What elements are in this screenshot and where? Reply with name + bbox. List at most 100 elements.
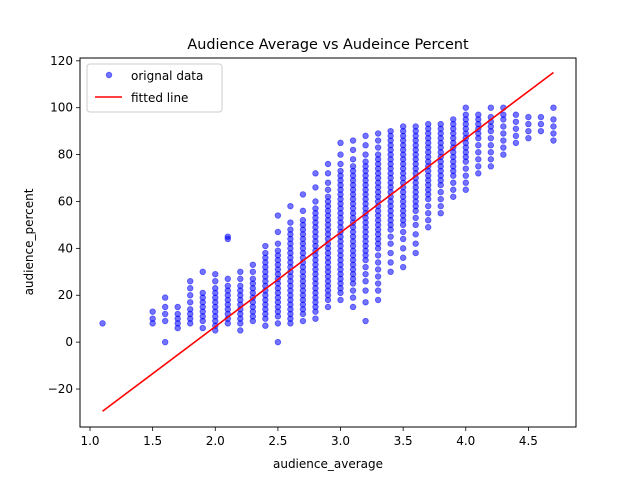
data-point <box>512 139 520 147</box>
data-point <box>550 123 557 130</box>
x-tick-label: 1.0 <box>80 434 99 448</box>
data-point <box>412 231 419 238</box>
plot-frame <box>79 57 577 428</box>
data-point <box>525 113 532 121</box>
data-point <box>462 186 469 193</box>
data-point <box>324 303 332 311</box>
data-point <box>537 113 545 121</box>
y-tick-label: 60 <box>58 194 73 208</box>
data-point <box>462 179 469 186</box>
y-tick-label: 40 <box>58 241 73 255</box>
data-point <box>387 249 394 257</box>
data-point <box>450 179 457 186</box>
data-point <box>174 310 181 318</box>
data-point <box>161 338 169 346</box>
data-point <box>550 116 557 123</box>
data-point <box>425 120 432 128</box>
data-point <box>199 324 206 332</box>
data-point <box>161 317 169 325</box>
data-point <box>312 184 319 191</box>
data-point <box>399 263 407 271</box>
data-point <box>312 198 319 205</box>
data-point <box>550 130 557 137</box>
data-point <box>299 191 307 198</box>
scatter-points <box>99 104 557 346</box>
legend-label-original-data: orignal data <box>131 69 203 83</box>
data-point <box>324 179 332 186</box>
data-point <box>387 268 394 276</box>
chart-title: Audience Average vs Audeince Percent <box>187 37 469 53</box>
data-point <box>475 170 482 177</box>
data-point <box>475 156 482 163</box>
data-point <box>550 104 557 111</box>
data-point <box>274 247 282 254</box>
data-point <box>512 125 520 132</box>
x-tick-label: 2.5 <box>268 434 287 448</box>
data-point <box>475 149 482 156</box>
data-point <box>500 111 507 118</box>
data-point <box>475 163 482 170</box>
data-point <box>299 207 307 215</box>
data-point <box>362 299 369 306</box>
data-point <box>362 151 369 158</box>
data-point <box>437 209 444 217</box>
data-point <box>299 217 307 224</box>
data-point <box>450 116 457 123</box>
data-point <box>324 170 332 177</box>
data-point <box>274 240 282 247</box>
data-point <box>312 170 319 177</box>
data-point <box>187 292 194 299</box>
data-point <box>537 127 545 135</box>
data-point <box>349 163 357 170</box>
data-point <box>362 317 369 325</box>
data-point <box>224 233 231 240</box>
data-point <box>374 266 382 273</box>
data-point <box>212 277 219 285</box>
data-point <box>362 263 369 271</box>
y-tick-label: 20 <box>58 288 73 302</box>
data-point <box>337 151 344 158</box>
data-point <box>387 240 394 247</box>
data-point <box>537 120 545 128</box>
data-point <box>324 186 332 193</box>
data-point <box>187 306 194 313</box>
x-axis-ticks: 1.0 1.5 2.0 2.5 3.0 3.5 4.0 4.5 <box>80 427 538 448</box>
data-point <box>437 195 444 203</box>
data-point <box>99 320 106 327</box>
x-tick-label: 3.5 <box>394 434 413 448</box>
data-point <box>399 254 407 261</box>
data-point <box>525 134 532 142</box>
data-point <box>237 275 244 283</box>
data-point <box>425 209 432 217</box>
data-point <box>287 202 294 210</box>
data-point <box>274 320 282 327</box>
data-point <box>475 111 482 118</box>
data-point <box>362 158 369 165</box>
y-tick-label: 80 <box>58 148 73 162</box>
data-point <box>500 130 507 137</box>
data-point <box>525 127 532 135</box>
data-point <box>212 270 219 278</box>
data-point <box>387 259 394 266</box>
data-point <box>187 277 194 285</box>
data-point <box>287 219 294 226</box>
data-point <box>349 137 357 144</box>
data-point <box>500 151 507 158</box>
data-point <box>550 137 557 144</box>
data-point <box>374 296 382 304</box>
data-point <box>262 242 269 250</box>
data-point <box>462 165 469 172</box>
data-point <box>374 259 382 266</box>
data-point <box>387 233 394 240</box>
data-point <box>187 285 194 292</box>
data-point <box>224 275 231 283</box>
data-point <box>362 277 369 285</box>
data-point <box>462 111 469 118</box>
data-point <box>349 146 357 154</box>
data-point <box>374 280 382 287</box>
x-tick-label: 4.0 <box>456 434 475 448</box>
data-point <box>374 130 382 137</box>
y-tick-label: 0 <box>65 335 73 349</box>
data-point <box>337 160 344 168</box>
data-point <box>362 142 369 149</box>
